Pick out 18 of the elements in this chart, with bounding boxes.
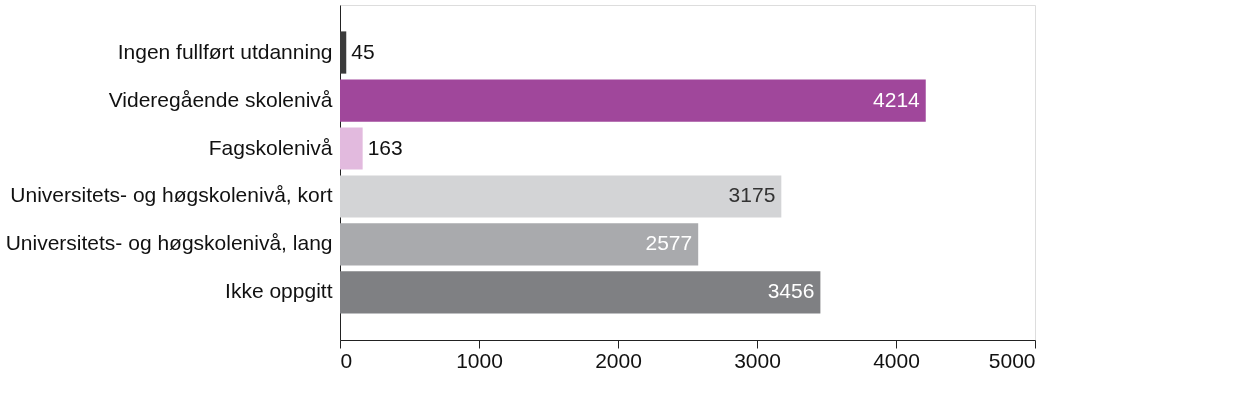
y-tick-label: Ikke oppgitt xyxy=(225,279,333,303)
x-tick-label: 4000 xyxy=(873,348,920,372)
x-tick-label: 5000 xyxy=(988,348,1036,372)
x-tick-label: 0 xyxy=(340,348,353,372)
y-tick-label: Videregående skolenivå xyxy=(108,87,333,111)
data-label: 3456 xyxy=(767,279,815,303)
data-label: 163 xyxy=(367,135,403,159)
x-tick-label: 2000 xyxy=(595,348,642,372)
data-label: 45 xyxy=(351,39,375,63)
data-label: 3175 xyxy=(728,183,776,207)
x-tick-label: 3000 xyxy=(734,348,781,372)
y-tick-label: Ingen fullført utdanning xyxy=(117,39,333,63)
y-tick-label: Fagskolenivå xyxy=(208,135,333,159)
data-label: 4214 xyxy=(873,87,921,111)
y-tick-label: Universitets- og høgskolenivå, kort xyxy=(10,183,333,207)
data-label: 2577 xyxy=(645,231,693,255)
y-tick-label: Universitets- og høgskolenivå, lang xyxy=(5,231,333,255)
x-tick-label: 1000 xyxy=(456,348,503,372)
